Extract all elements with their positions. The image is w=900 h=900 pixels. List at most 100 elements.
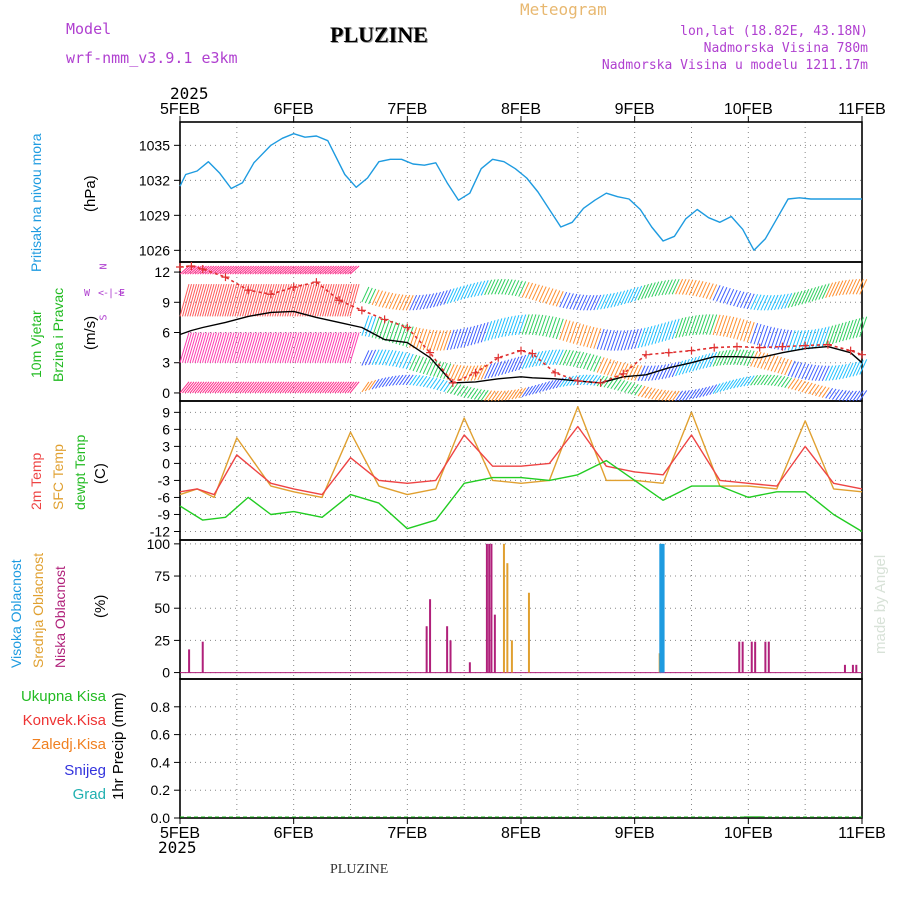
wind-barb (719, 287, 728, 303)
wind-barb (828, 388, 837, 400)
wind-barb (388, 321, 397, 343)
wind-barb (446, 329, 455, 351)
y-tick-label: 50 (154, 600, 170, 616)
wind-barb (232, 265, 242, 275)
x-tick-label-top: 7FEB (387, 101, 427, 118)
wind-barb (194, 381, 205, 394)
wind-barb (347, 265, 357, 275)
wind-barb (743, 321, 752, 342)
wind-barb (490, 362, 499, 378)
wind-barb (511, 280, 520, 296)
wind-barb (456, 285, 465, 301)
wind-barb (443, 330, 452, 351)
wind-barb (753, 294, 762, 311)
wind-barb (760, 325, 769, 347)
wind-barb (821, 283, 830, 299)
wind-barb (750, 374, 759, 386)
wind-barb (572, 294, 581, 310)
wind-barb (207, 284, 217, 317)
wind-barb (292, 381, 302, 394)
wind-barb (627, 383, 636, 394)
wind-barb (623, 329, 632, 351)
wind-barb (852, 278, 861, 295)
wind-barb (719, 381, 728, 393)
wind-barb (467, 282, 476, 299)
wind-barb (610, 360, 619, 377)
wind-barb (439, 290, 448, 306)
wind-barb (227, 284, 237, 317)
wind-barb (593, 328, 602, 349)
wind-barb (825, 282, 834, 299)
wind-barb (388, 375, 397, 387)
wind-barb (224, 332, 235, 363)
wind-barb (780, 376, 789, 388)
wind-barb (433, 330, 441, 351)
y-tick-label: 100 (147, 536, 171, 552)
wind-barb (600, 358, 609, 374)
wind-barb (559, 291, 568, 308)
wind-barb (794, 330, 803, 351)
y-tick-label: 0 (162, 455, 170, 471)
wind-barb (630, 364, 639, 381)
wind-barb (342, 381, 352, 394)
wind-barb (644, 283, 653, 299)
time-axis-labels: 5FEB 5FEB 6FEB 6FEB 7FEB 7FEB 8FEB 8FEB 9FEB 9FEB… (160, 101, 886, 842)
wind-barb (269, 284, 280, 317)
wind-barb (189, 284, 200, 317)
wind-barb (613, 379, 622, 390)
x-tick-label-bottom: 9FEB (615, 825, 655, 842)
wind-barb (242, 265, 252, 275)
wind-barb (272, 265, 282, 275)
wind-barb (763, 374, 772, 386)
wind-barb (784, 359, 793, 376)
wind-barb (267, 284, 278, 317)
wind-barb (722, 288, 731, 304)
wind-gust-marker (494, 353, 503, 362)
wind-barb (234, 332, 245, 363)
wind-gust-marker (573, 376, 582, 385)
grid-layer (180, 122, 862, 819)
cloud-bar (468, 662, 471, 673)
wind-barb (282, 265, 292, 275)
wind-barb (234, 265, 245, 275)
wind-barb (821, 387, 830, 398)
wind-barb (329, 284, 340, 317)
wind-barb (294, 381, 305, 394)
wind-barb (252, 381, 262, 394)
wind-barb (364, 349, 373, 366)
wind-barb (385, 292, 394, 309)
wind-barb (569, 322, 578, 343)
wind-barb (668, 362, 677, 378)
wind-barb (528, 384, 537, 396)
wind-barb (531, 314, 540, 335)
wind-barb (277, 265, 287, 275)
wind-barb (209, 332, 220, 363)
wind-barb (487, 320, 496, 341)
cloud-bar (485, 543, 488, 673)
wind-barb (249, 332, 260, 363)
wind-barb (378, 377, 387, 388)
wind-barb (239, 381, 250, 394)
wind-barb (845, 319, 854, 341)
wind-barb (705, 352, 714, 369)
wind-barb (344, 332, 355, 363)
wind-barb (247, 284, 257, 317)
wind-barb (395, 351, 404, 368)
wind-barb (521, 314, 530, 335)
wind-barb (322, 381, 332, 394)
wind-barb (647, 325, 656, 346)
wind-barb (808, 364, 817, 381)
wind-barb (617, 290, 626, 307)
wind-barb (514, 280, 523, 297)
wind-barb (603, 329, 612, 351)
wind-barb (562, 349, 571, 366)
wind-barb (651, 324, 660, 345)
wind-barb (753, 351, 762, 368)
wind-barb (831, 323, 840, 345)
wind-barb (767, 294, 776, 311)
wind-barb (654, 280, 663, 297)
wind-gust-marker (266, 290, 275, 299)
wind-barb (664, 363, 673, 379)
wind-barb (264, 332, 275, 363)
wind-barb (698, 314, 707, 335)
